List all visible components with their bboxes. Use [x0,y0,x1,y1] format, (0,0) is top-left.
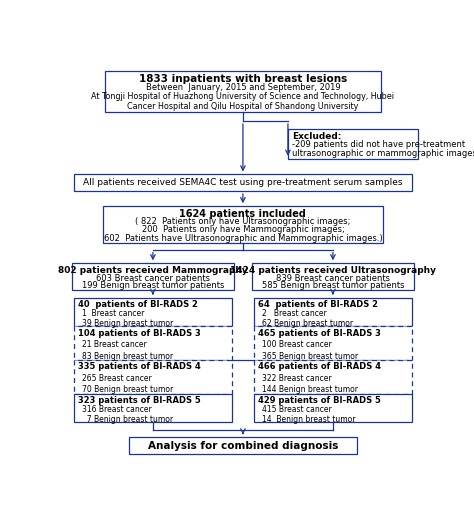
Bar [74,360,232,393]
Text: 14  Benign breast tumor: 14 Benign breast tumor [262,415,356,424]
Bar [288,129,419,159]
Text: 100 Breast cancer: 100 Breast cancer [262,340,332,349]
Bar [254,298,412,327]
Text: 316 Breast cancer: 316 Breast cancer [82,405,152,415]
Bar [74,393,232,422]
Text: ultrasonographic or mammographic images.: ultrasonographic or mammographic images. [292,149,474,158]
Text: Between  January, 2015 and September, 2019: Between January, 2015 and September, 201… [146,83,340,92]
Text: 429 patients of BI-RADS 5: 429 patients of BI-RADS 5 [258,396,381,405]
Text: 64  patients of BI-RADS 2: 64 patients of BI-RADS 2 [258,300,378,309]
Text: 415 Breast cancer: 415 Breast cancer [262,405,332,415]
Text: 335 patients of BI-RADS 4: 335 patients of BI-RADS 4 [78,363,201,371]
Text: 7 Benign breast tumor: 7 Benign breast tumor [82,415,173,424]
Text: 39 Benign breast tumor: 39 Benign breast tumor [82,319,173,328]
Text: 585 Benign breast tumor patients: 585 Benign breast tumor patients [262,282,404,290]
Text: 21 Breast cancer: 21 Breast cancer [82,340,147,349]
Text: 83 Benign breast tumor: 83 Benign breast tumor [82,352,173,361]
Bar [105,71,381,112]
Text: Cancer Hospital and Qilu Hospital of Shandong University: Cancer Hospital and Qilu Hospital of Sha… [127,102,359,111]
Text: 1424 patients received Ultrasonography: 1424 patients received Ultrasonography [230,266,436,274]
Text: 70 Benign breast tumor: 70 Benign breast tumor [82,386,173,394]
Text: Analysis for combined diagnosis: Analysis for combined diagnosis [148,441,338,451]
Text: 465 patients of BI-RADS 3: 465 patients of BI-RADS 3 [258,329,381,338]
Bar [74,175,412,191]
Bar [254,327,412,360]
Bar [74,298,232,327]
Text: ( 822  Patients only have Ultrasonographic images;: ( 822 Patients only have Ultrasonographi… [135,217,351,226]
Text: -209 patients did not have pre-treatment: -209 patients did not have pre-treatment [292,141,465,149]
Bar [254,360,412,393]
Text: 1  Breast cancer: 1 Breast cancer [82,310,145,318]
Bar [254,393,412,422]
Text: 62 Benign breast tumor: 62 Benign breast tumor [262,319,353,328]
Text: 104 patients of BI-RADS 3: 104 patients of BI-RADS 3 [78,329,201,338]
Text: At Tongji Hospital of Huazhong University of Science and Technology, Hubei: At Tongji Hospital of Huazhong Universit… [91,93,394,101]
Bar [74,327,232,360]
Text: 323 patients of BI-RADS 5: 323 patients of BI-RADS 5 [78,396,201,405]
Text: 322 Breast cancer: 322 Breast cancer [262,374,332,383]
Text: 365 Benign breast tumor: 365 Benign breast tumor [262,352,358,361]
Text: 602  Patients have Ultrasonographic and Mammographic images.): 602 Patients have Ultrasonographic and M… [103,233,383,243]
Text: 200  Patients only have Mammographic images;: 200 Patients only have Mammographic imag… [142,225,344,234]
Text: 144 Benign breast tumor: 144 Benign breast tumor [262,386,358,394]
Text: 802 patients received Mammography: 802 patients received Mammography [58,266,248,274]
Text: 40  patients of BI-RADS 2: 40 patients of BI-RADS 2 [78,300,198,309]
Text: All patients received SEMA4C test using pre-treatment serum samples: All patients received SEMA4C test using … [83,178,403,187]
Text: 466 patients of BI-RADS 4: 466 patients of BI-RADS 4 [258,363,382,371]
Text: 1833 inpatients with breast lesions: 1833 inpatients with breast lesions [139,74,347,83]
Bar [103,206,383,243]
Text: 2   Breast cancer: 2 Breast cancer [262,310,327,318]
Text: 265 Breast cancer: 265 Breast cancer [82,374,152,383]
Bar [129,437,357,454]
Text: 839 Breast cancer patients: 839 Breast cancer patients [276,273,390,283]
Text: Excluded:: Excluded: [292,132,342,141]
Text: 603 Breast cancer patients: 603 Breast cancer patients [96,273,210,283]
Bar [72,263,234,290]
Text: 1624 patients included: 1624 patients included [180,209,306,219]
Text: 199 Benign breast tumor patients: 199 Benign breast tumor patients [82,282,224,290]
Bar [252,263,414,290]
